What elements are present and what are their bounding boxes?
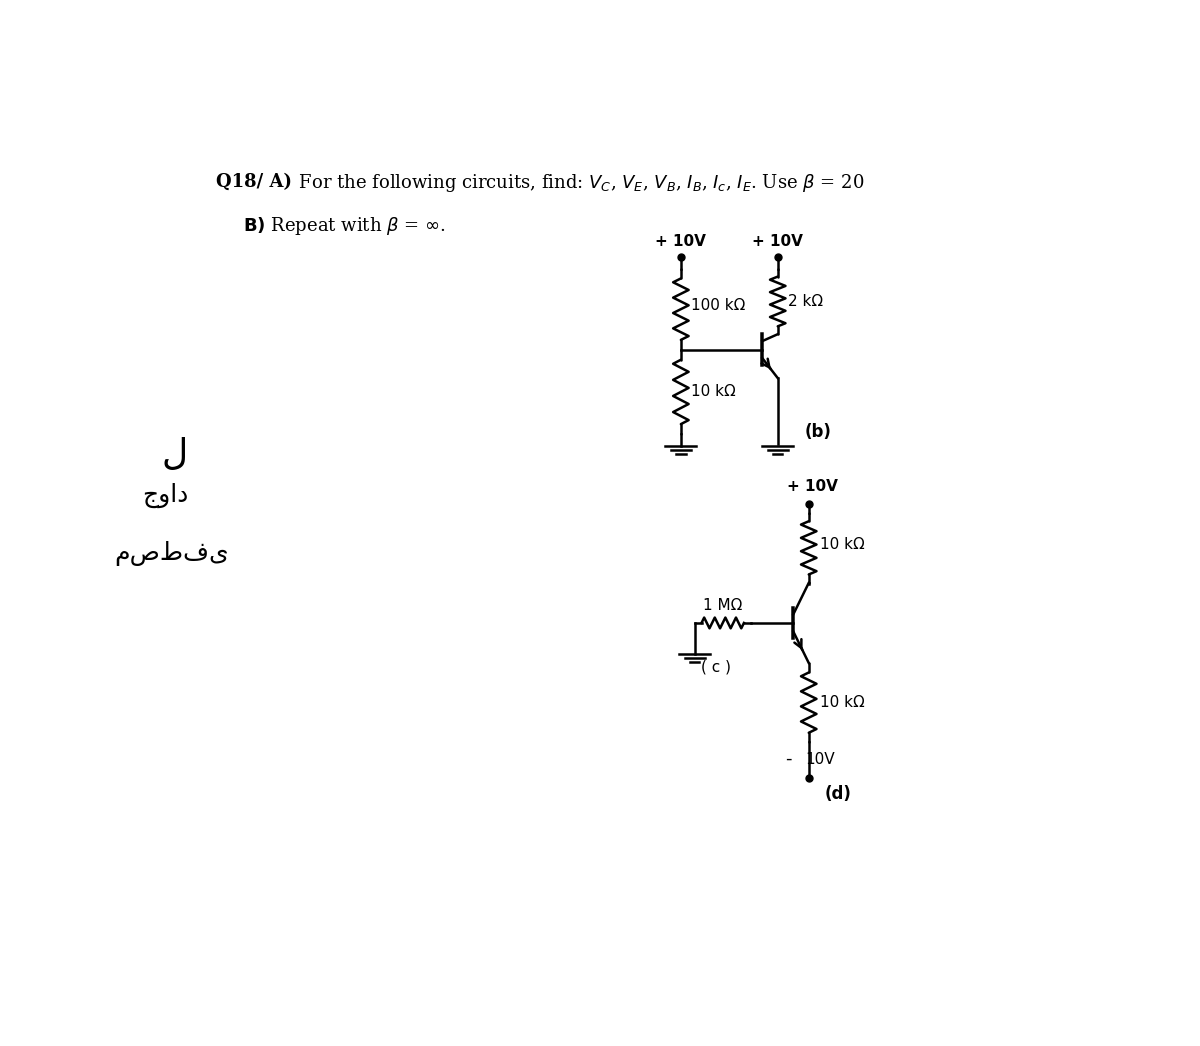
Text: 10V: 10V: [805, 752, 835, 767]
Text: For the following circuits, find: $V_C$, $V_E$, $V_B$, $I_B$, $I_c$, $I_E$. Use : For the following circuits, find: $V_C$,…: [293, 173, 865, 195]
Text: Q18/ A): Q18/ A): [216, 173, 292, 190]
Text: + 10V: + 10V: [655, 234, 707, 250]
Text: $\mathbf{B)}$ Repeat with $\beta$ = $\infty$.: $\mathbf{B)}$ Repeat with $\beta$ = $\in…: [242, 214, 445, 236]
Text: جواد: جواد: [143, 483, 188, 508]
Text: 1 MΩ: 1 MΩ: [703, 598, 743, 613]
Text: 100 kΩ: 100 kΩ: [691, 298, 745, 313]
Text: + 10V: + 10V: [787, 479, 838, 495]
Text: 10 kΩ: 10 kΩ: [820, 696, 864, 710]
Text: + 10V: + 10V: [752, 234, 803, 250]
Text: 10 kΩ: 10 kΩ: [820, 537, 864, 551]
Text: ( c ): ( c ): [701, 660, 731, 675]
Text: (b): (b): [805, 423, 832, 441]
Text: 10 kΩ: 10 kΩ: [691, 385, 736, 400]
Text: -: -: [785, 750, 792, 768]
Text: مصطفی: مصطفی: [114, 541, 229, 566]
Text: (d): (d): [824, 784, 851, 803]
Text: ل: ل: [162, 436, 188, 471]
Text: 2 kΩ: 2 kΩ: [788, 294, 823, 309]
